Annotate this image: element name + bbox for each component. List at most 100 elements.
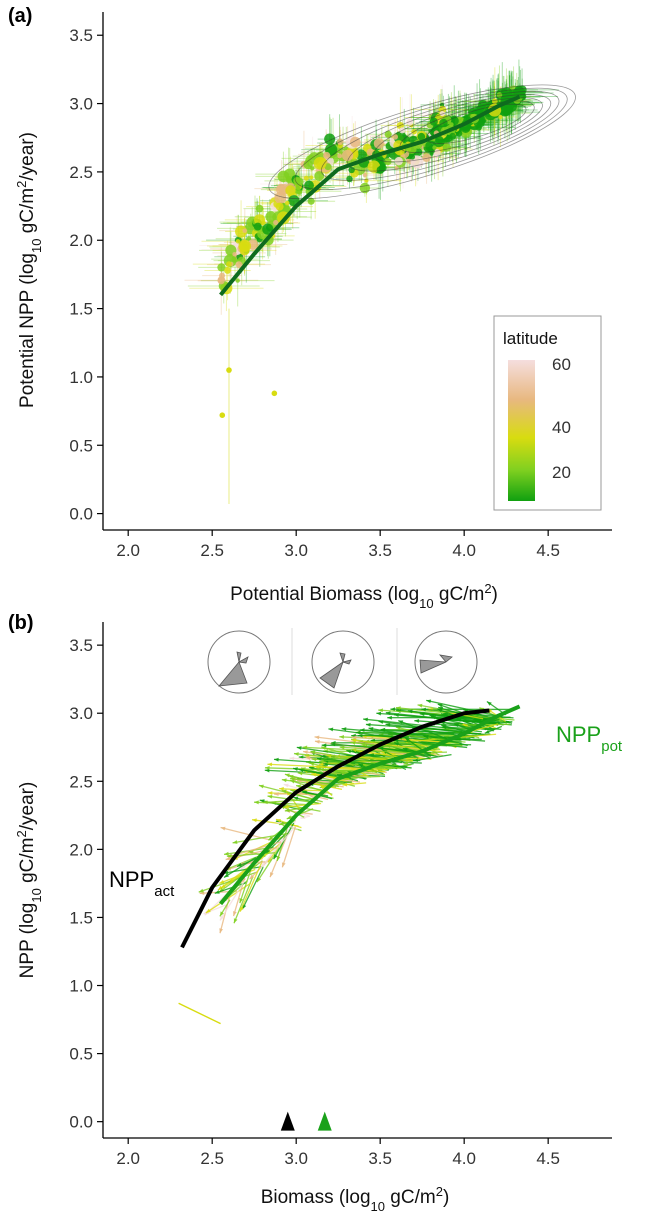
- scatter-point: [275, 202, 284, 211]
- site-arrow: [256, 847, 280, 883]
- site-arrow: [393, 739, 468, 749]
- arrow-head: [262, 800, 268, 805]
- scatter-point: [432, 145, 437, 150]
- arrow-head: [378, 708, 383, 713]
- arrow-head: [219, 911, 224, 917]
- scatter-point: [307, 197, 315, 205]
- y-tick-label: 2.5: [69, 772, 93, 791]
- y-axis-title-b: NPP (log10 gC/m2/year): [14, 782, 44, 979]
- arrow-head: [321, 743, 327, 748]
- scatter-point: [392, 133, 398, 140]
- arrow-head: [421, 707, 427, 712]
- arrow-head: [288, 774, 294, 779]
- arrow-head: [219, 879, 225, 884]
- arrow-head: [403, 760, 409, 765]
- fit-curve: [219, 94, 521, 297]
- arrow-head: [293, 767, 298, 772]
- scatter-point: [224, 267, 231, 274]
- scatter-point: [235, 261, 243, 269]
- arrow-head: [293, 752, 299, 756]
- scatter-point: [246, 236, 252, 242]
- arrow-head: [295, 784, 301, 789]
- site-arrow: [198, 871, 257, 893]
- arrow-head: [198, 888, 204, 893]
- arrow-head: [387, 715, 392, 720]
- scatter-point: [348, 166, 355, 174]
- legend-label-40: 40: [552, 418, 571, 437]
- arrow-head: [390, 707, 396, 712]
- site-arrow: [295, 785, 326, 792]
- arrow-head: [278, 821, 284, 826]
- site-arrow: [302, 746, 425, 755]
- site-arrow: [239, 860, 263, 912]
- arrow-head: [350, 741, 356, 745]
- arrow-head: [416, 744, 422, 749]
- arrow-head: [281, 862, 286, 868]
- x-axis-title-b: Biomass (log10 gC/m2): [261, 1184, 450, 1211]
- scatter-point: [217, 277, 225, 285]
- arrow-head: [407, 709, 413, 714]
- scatter-point: [285, 185, 296, 196]
- arrow-head: [273, 757, 279, 762]
- y-tick-label: 0.0: [69, 505, 93, 524]
- y-tick-label: 3.0: [69, 95, 93, 114]
- arrow-head: [376, 711, 382, 716]
- arrow-head: [267, 762, 273, 767]
- arrow-head: [318, 759, 324, 764]
- arrow-head: [233, 918, 238, 924]
- site-arrow: [314, 736, 419, 751]
- x-axis-title: Potential Biomass (log10 gC/m2): [230, 581, 498, 611]
- site-arrow: [219, 880, 246, 921]
- scatter-point: [254, 214, 266, 226]
- y-axis-title: Potential NPP (log10 gC/m2/year): [14, 132, 44, 408]
- npp-act-curve: [180, 708, 490, 949]
- arrow-head: [240, 864, 246, 870]
- x-tick-label: 4.0: [452, 1149, 476, 1168]
- arrow-head: [219, 915, 225, 921]
- site-arrow: [205, 882, 251, 914]
- scatter-point: [262, 223, 274, 235]
- density-contour: [268, 84, 576, 200]
- arrow-head: [289, 756, 295, 761]
- arrow-head: [240, 906, 244, 912]
- arrow-head: [226, 853, 232, 858]
- site-arrow: [283, 802, 322, 808]
- arrow-head: [342, 782, 348, 787]
- rose-wedges-1: [218, 651, 249, 687]
- arrow-head: [414, 719, 420, 723]
- x-tick-label: 4.0: [452, 541, 476, 560]
- median-marker: [317, 1111, 332, 1131]
- arrow-head: [365, 722, 371, 727]
- arrow-head: [426, 699, 432, 704]
- arrow-head: [214, 890, 220, 894]
- panel-b-tag: (b): [8, 612, 34, 634]
- site-arrow: [178, 1002, 221, 1025]
- scatter-point: [449, 132, 457, 140]
- y-tick-label: 1.5: [69, 300, 93, 319]
- scatter-point: [242, 228, 248, 233]
- y-tick-label: 3.0: [69, 704, 93, 723]
- arrow-head: [305, 755, 311, 760]
- site-arrow: [380, 743, 472, 746]
- arrow-head: [385, 711, 391, 716]
- y-ticks: 0.0 0.5 1.0 1.5 2.0 2.5 3.0 3.5: [69, 26, 103, 524]
- site-arrow: [426, 699, 503, 718]
- x-tick-label: 3.0: [284, 541, 308, 560]
- scatter-point: [435, 135, 444, 144]
- site-arrow: [404, 736, 432, 757]
- site-arrow: [310, 750, 383, 765]
- arrow-head: [314, 735, 320, 740]
- site-arrow: [258, 784, 318, 802]
- site-arrow: [239, 869, 252, 904]
- site-arrow: [413, 753, 452, 762]
- site-arrow: [214, 882, 246, 895]
- arrow-head: [328, 727, 334, 732]
- arrow-head: [437, 708, 443, 713]
- scatter-point: [512, 88, 519, 95]
- panel-b: (b) 2.0 2.5 3.0 3.5 4.0 4.5 0.00.51.01.52.02.…: [8, 612, 623, 1211]
- arrow-head: [301, 790, 307, 794]
- arrow-head: [224, 851, 229, 856]
- scatter-point: [238, 239, 252, 253]
- y-tick-label: 0.5: [69, 436, 93, 455]
